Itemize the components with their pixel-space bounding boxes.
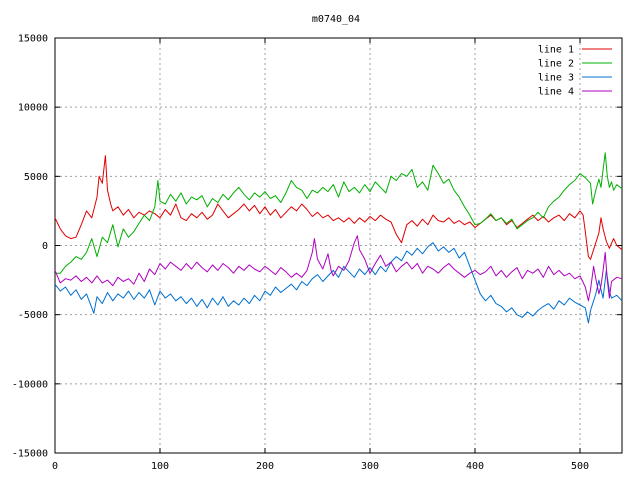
series-line-1	[54, 155, 623, 260]
x-tick-label: 500	[571, 461, 589, 472]
x-tick-label: 200	[256, 461, 274, 472]
x-tick-label: 400	[466, 461, 484, 472]
y-tick-label: 10000	[18, 103, 48, 114]
y-tick-label: -5000	[18, 310, 48, 321]
legend-label-1: line 1	[538, 45, 574, 56]
legend-label-2: line 2	[538, 59, 574, 70]
series-line-3	[54, 242, 623, 324]
legend: line 1 line 2 line 3 line 4	[538, 45, 612, 98]
y-tick-label: 15000	[18, 34, 48, 45]
chart-title: m0740_04	[312, 14, 360, 25]
series-line-2	[55, 152, 623, 274]
axes: 0 100 200 300 400 500 -15000 -10000 -5000 0 5000 10…	[12, 34, 623, 472]
y-tick-label: -10000	[12, 379, 48, 390]
series-line-4	[54, 235, 623, 302]
y-tick-label: 5000	[24, 172, 48, 183]
y-tick-label: 0	[42, 241, 48, 252]
grid-lines	[55, 38, 622, 453]
x-tick-label: 300	[361, 461, 379, 472]
x-tick-label: 100	[151, 461, 169, 472]
x-tick-label: 0	[52, 461, 58, 472]
data-series	[54, 152, 623, 324]
y-tick-label: -15000	[12, 449, 48, 460]
legend-label-4: line 4	[538, 87, 574, 98]
legend-label-3: line 3	[538, 73, 574, 84]
